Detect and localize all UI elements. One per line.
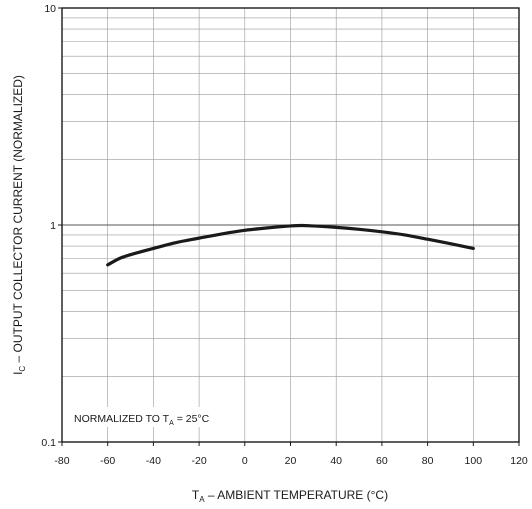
y-axis-label: IC – OUTPUT COLLECTOR CURRENT (NORMALIZE… (11, 75, 27, 375)
x-axis-label: TA – AMBIENT TEMPERATURE (°C) (192, 488, 388, 504)
x-tick-label: 120 (510, 455, 528, 467)
x-tick-label: 0 (242, 455, 248, 467)
y-axis-label-rest: – OUTPUT COLLECTOR CURRENT (NORMALIZED) (11, 75, 25, 366)
y-axis-label-sub: C (18, 366, 27, 372)
y-tick-label: 10 (44, 3, 56, 15)
x-tick-label: 100 (465, 455, 483, 467)
annotation-sub: A (169, 420, 174, 427)
x-tick-label: 40 (330, 455, 342, 467)
annotation-background (68, 407, 228, 427)
x-tick-label: 80 (422, 455, 434, 467)
y-tick-label: 1 (50, 220, 56, 232)
x-tick-label: -40 (146, 455, 161, 467)
x-tick-label: 20 (285, 455, 297, 467)
x-tick-label: -60 (100, 455, 115, 467)
x-axis-label-rest: – AMBIENT TEMPERATURE (°C) (205, 488, 389, 502)
annotation-rest: = 25°C (174, 413, 210, 425)
x-tick-label: -20 (192, 455, 207, 467)
y-axis-label-main: I (11, 372, 25, 375)
annotation: NORMALIZED TO TA = 25°C (74, 413, 210, 427)
x-axis-label-sub: A (199, 495, 205, 504)
y-tick-label: 0.1 (41, 437, 56, 449)
x-tick-label: -80 (54, 455, 69, 467)
x-tick-label: 60 (376, 455, 388, 467)
x-axis-label-main: T (192, 488, 200, 502)
annotation-main: NORMALIZED TO T (74, 413, 170, 425)
series-line (106, 223, 475, 267)
tick-labels: -80 -60 -40 -20 0 20 40 60 80 100 120 10 1 0.1 (41, 3, 528, 467)
